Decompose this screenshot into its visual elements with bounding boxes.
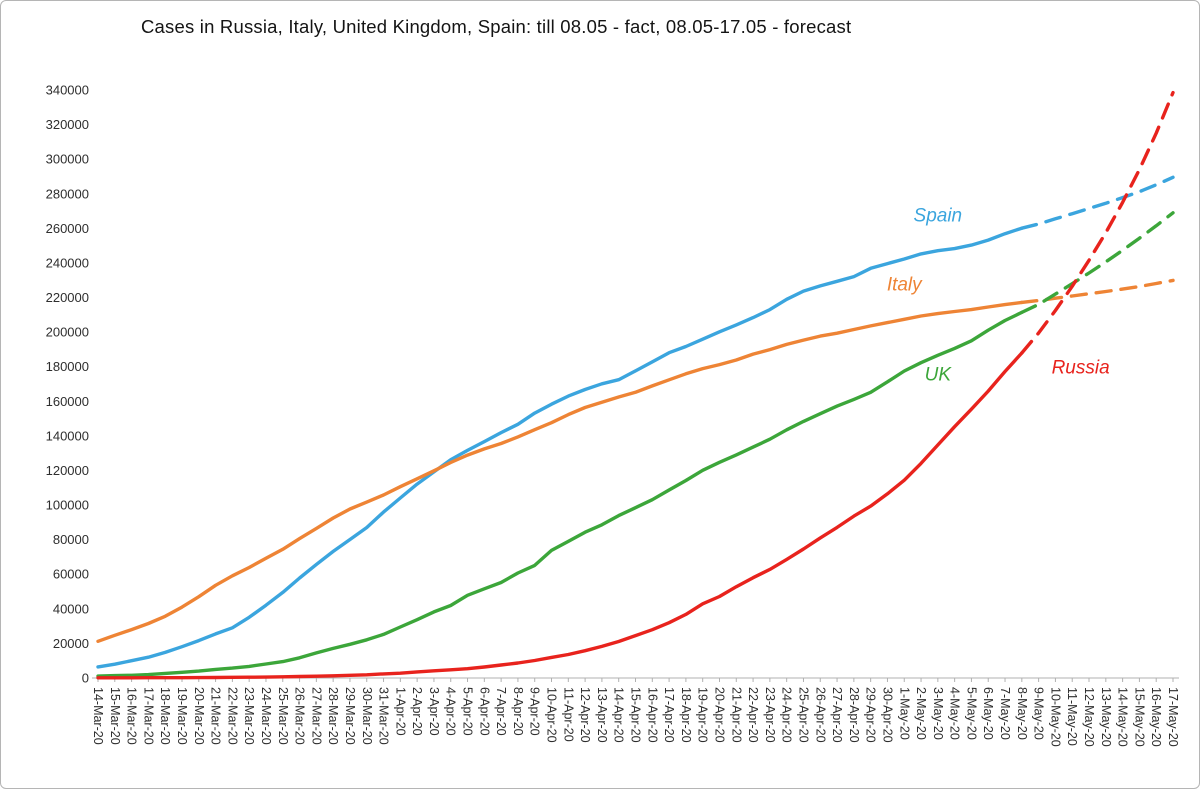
x-tick-label: 5-Apr-20: [461, 687, 475, 736]
x-tick-label: 10-Apr-20: [545, 687, 559, 743]
x-tick-label: 27-Apr-20: [830, 687, 844, 743]
y-tick-label: 220000: [46, 290, 89, 305]
y-tick-label: 0: [82, 671, 89, 686]
series-line-russia-fact: [96, 351, 1024, 680]
x-tick-label: 11-May-20: [1065, 687, 1079, 746]
x-tick-label: 30-Mar-20: [360, 687, 374, 745]
x-tick-label: 28-Mar-20: [326, 687, 340, 745]
x-tick-label: 19-Mar-20: [175, 687, 189, 745]
series-label-spain: Spain: [914, 205, 963, 226]
y-tick-label: 20000: [53, 636, 89, 651]
x-tick-label: 3-May-20: [931, 687, 945, 740]
x-tick-label: 3-Apr-20: [427, 687, 441, 736]
x-tick-label: 12-Apr-20: [578, 687, 592, 743]
x-tick-label: 8-Apr-20: [511, 687, 525, 736]
x-tick-label: 13-May-20: [1099, 687, 1113, 747]
y-tick-label: 140000: [46, 428, 89, 443]
y-tick-label: 160000: [46, 394, 89, 409]
x-tick-label: 15-Mar-20: [108, 687, 122, 745]
x-tick-label: 23-Mar-20: [242, 687, 256, 745]
x-tick-label: 29-Apr-20: [864, 687, 878, 743]
x-tick-label: 13-Apr-20: [595, 687, 609, 743]
x-tick-label: 9-Apr-20: [528, 687, 542, 736]
x-tick-label: 17-May-20: [1166, 687, 1180, 747]
x-tick-label: 12-May-20: [1082, 687, 1096, 747]
x-tick-label: 9-May-20: [1032, 687, 1046, 740]
x-tick-label: 26-Mar-20: [293, 687, 307, 745]
x-tick-label: 24-Apr-20: [780, 687, 794, 743]
x-tick-label: 21-Apr-20: [729, 687, 743, 743]
x-tick-label: 15-Apr-20: [629, 687, 643, 743]
series-line-spain-forecast: [1020, 175, 1175, 230]
x-tick-label: 16-Apr-20: [645, 687, 659, 743]
y-tick-label: 300000: [46, 152, 89, 167]
x-tick-label: 18-Apr-20: [679, 687, 693, 743]
x-tick-label: 4-May-20: [948, 687, 962, 740]
x-tick-label: 4-Apr-20: [444, 687, 458, 736]
x-tick-label: 23-Apr-20: [763, 687, 777, 743]
x-tick-label: 5-May-20: [964, 687, 978, 740]
x-tick-label: 6-May-20: [981, 687, 995, 740]
x-tick-label: 25-Apr-20: [796, 687, 810, 743]
series-line-uk-forecast: [1020, 211, 1175, 315]
x-tick-label: 20-Mar-20: [192, 687, 206, 745]
x-tick-label: 6-Apr-20: [477, 687, 491, 736]
y-tick-label: 280000: [46, 186, 89, 201]
x-tick-label: 7-May-20: [998, 687, 1012, 740]
x-tick-label: 8-May-20: [1015, 687, 1029, 740]
y-tick-label: 40000: [53, 601, 89, 616]
x-tick-label: 20-Apr-20: [712, 687, 726, 743]
series-label-uk: UK: [925, 365, 953, 386]
x-tick-label: 14-Mar-20: [91, 687, 105, 745]
x-tick-label: 17-Apr-20: [662, 687, 676, 743]
x-tick-label: 15-May-20: [1132, 687, 1146, 747]
x-tick-label: 16-Mar-20: [125, 687, 139, 745]
x-tick-label: 28-Apr-20: [847, 687, 861, 743]
x-tick-label: 19-Apr-20: [696, 687, 710, 743]
x-tick-label: 10-May-20: [1048, 687, 1062, 747]
y-tick-label: 260000: [46, 221, 89, 236]
y-tick-label: 340000: [46, 83, 89, 98]
series-label-russia: Russia: [1052, 358, 1110, 379]
y-tick-label: 120000: [46, 463, 89, 478]
x-tick-label: 22-Mar-20: [225, 687, 239, 745]
x-tick-label: 18-Mar-20: [158, 687, 172, 745]
x-tick-label: 24-Mar-20: [259, 687, 273, 745]
y-tick-label: 80000: [53, 532, 89, 547]
y-tick-label: 180000: [46, 359, 89, 374]
x-tick-label: 7-Apr-20: [494, 687, 508, 736]
series-line-spain-fact: [96, 226, 1024, 669]
y-tick-label: 200000: [46, 325, 89, 340]
series-line-italy-fact: [96, 300, 1024, 643]
x-tick-label: 2-Apr-20: [410, 687, 424, 736]
x-tick-label: 14-Apr-20: [612, 687, 626, 743]
x-tick-label: 29-Mar-20: [343, 687, 357, 745]
y-tick-label: 60000: [53, 567, 89, 582]
chart-title: Cases in Russia, Italy, United Kingdom, …: [141, 16, 852, 37]
series-line-uk-fact: [96, 310, 1024, 678]
x-tick-label: 14-May-20: [1116, 687, 1130, 747]
x-tick-label: 1-Apr-20: [393, 687, 407, 736]
x-tick-label: 2-May-20: [914, 687, 928, 740]
y-tick-label: 320000: [46, 117, 89, 132]
x-tick-label: 11-Apr-20: [561, 687, 575, 742]
x-tick-label: 17-Mar-20: [141, 687, 155, 745]
x-tick-label: 31-Mar-20: [377, 687, 391, 745]
series-line-russia-forecast: [1020, 90, 1175, 355]
x-tick-label: 16-May-20: [1149, 687, 1163, 747]
x-tick-label: 1-May-20: [897, 687, 911, 740]
x-tick-label: 22-Apr-20: [746, 687, 760, 743]
x-tick-label: 27-Mar-20: [309, 687, 323, 745]
x-tick-label: 21-Mar-20: [209, 687, 223, 745]
y-tick-label: 100000: [46, 498, 89, 513]
x-tick-label: 26-Apr-20: [813, 687, 827, 743]
series-label-italy: Italy: [887, 275, 923, 296]
y-tick-label: 240000: [46, 255, 89, 270]
x-tick-label: 25-Mar-20: [276, 687, 290, 745]
x-tick-label: 30-Apr-20: [880, 687, 894, 743]
